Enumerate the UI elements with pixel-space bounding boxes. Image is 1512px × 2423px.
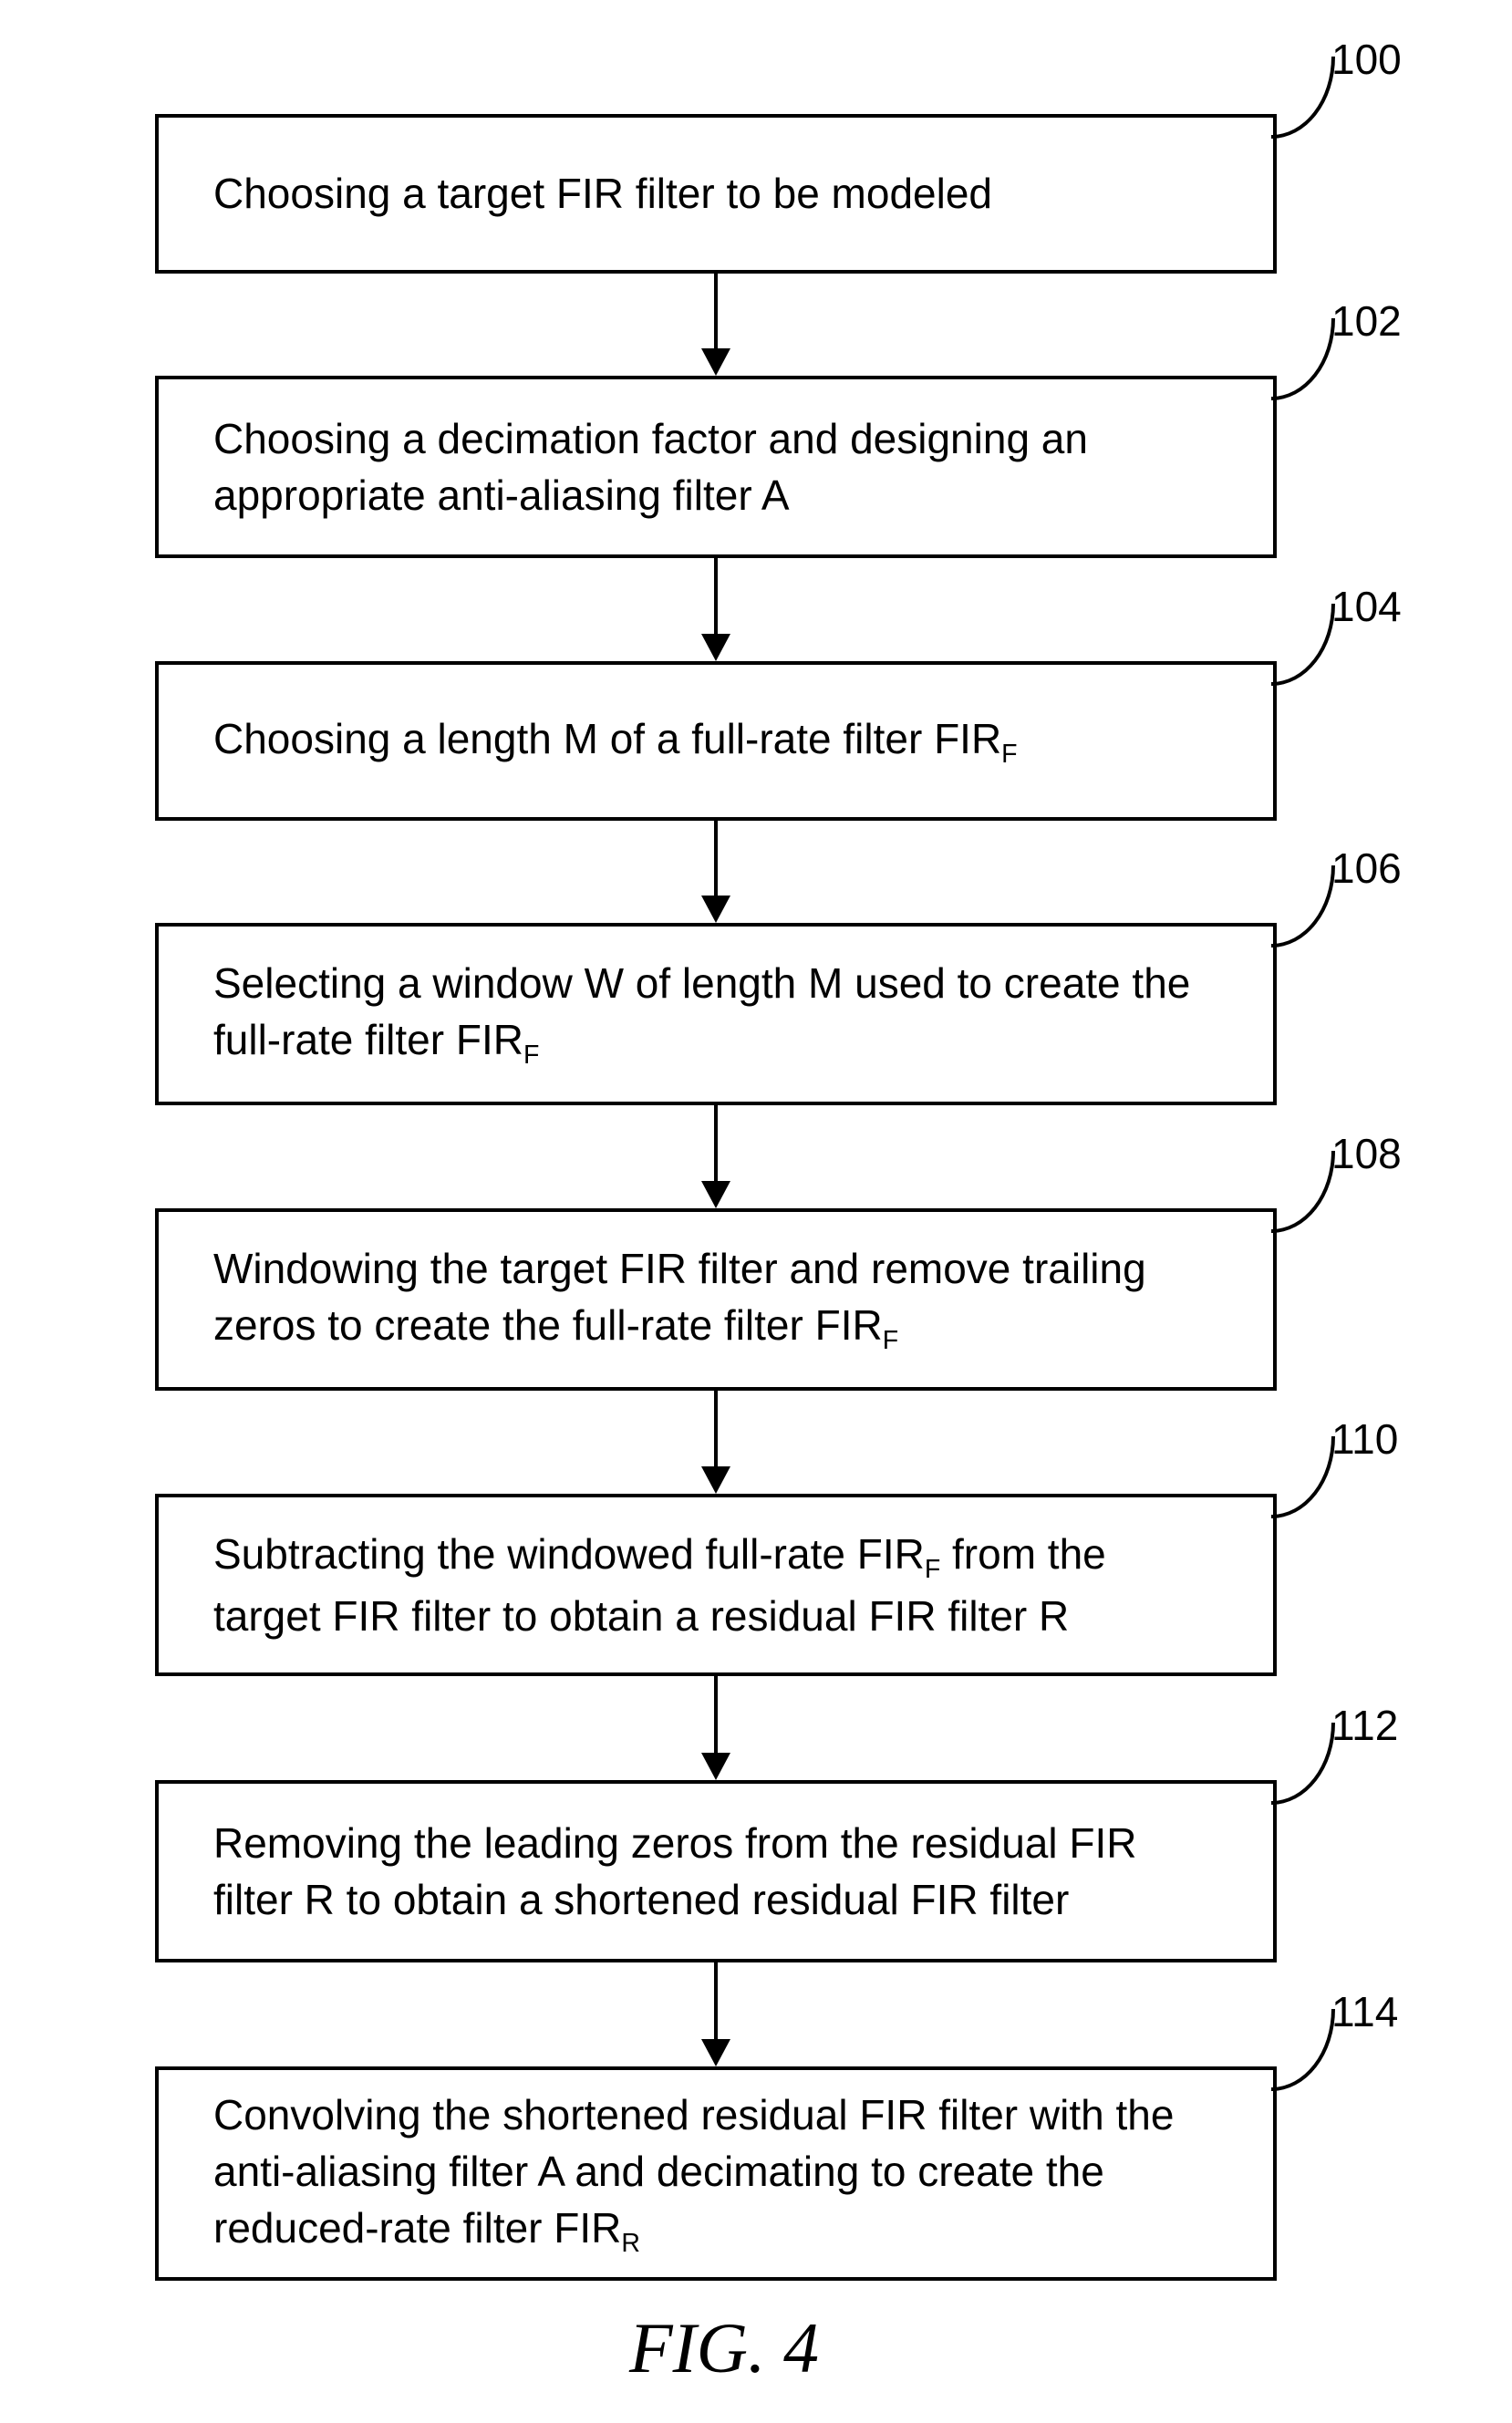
ref-arc-102 xyxy=(1271,318,1335,400)
flowchart-canvas: Choosing a target FIR filter to be model… xyxy=(0,0,1512,2423)
ref-label-102: 102 xyxy=(1331,296,1402,346)
step-text: Windowing the target FIR filter and remo… xyxy=(213,1240,1218,1359)
ref-label-106: 106 xyxy=(1331,844,1402,893)
ref-arc-110 xyxy=(1271,1436,1335,1518)
ref-label-100: 100 xyxy=(1331,35,1402,84)
flowchart-step-114: Convolving the shortened residual FIR fi… xyxy=(155,2066,1277,2281)
ref-arc-106 xyxy=(1271,865,1335,947)
ref-arc-104 xyxy=(1271,604,1335,686)
ref-arc-100 xyxy=(1271,57,1335,139)
step-text: Choosing a target FIR filter to be model… xyxy=(213,165,1218,222)
ref-arc-108 xyxy=(1271,1151,1335,1233)
arrow-head-icon xyxy=(701,1181,730,1208)
arrow-head-icon xyxy=(701,2039,730,2066)
ref-label-104: 104 xyxy=(1331,582,1402,631)
step-text: Subtracting the windowed full-rate FIRF … xyxy=(213,1526,1218,1644)
flowchart-step-108: Windowing the target FIR filter and remo… xyxy=(155,1208,1277,1391)
flowchart-step-112: Removing the leading zeros from the resi… xyxy=(155,1780,1277,1962)
step-text: Removing the leading zeros from the resi… xyxy=(213,1815,1218,1928)
ref-label-114: 114 xyxy=(1331,1987,1398,2036)
flowchart-step-106: Selecting a window W of length M used to… xyxy=(155,923,1277,1105)
ref-label-110: 110 xyxy=(1331,1414,1398,1464)
ref-arc-114 xyxy=(1271,2009,1335,2091)
step-text: Convolving the shortened residual FIR fi… xyxy=(213,2086,1218,2262)
flowchart-step-102: Choosing a decimation factor and designi… xyxy=(155,376,1277,558)
arrow-line xyxy=(714,1962,718,2041)
figure-caption: FIG. 4 xyxy=(629,2307,819,2389)
arrow-line xyxy=(714,821,718,897)
arrow-head-icon xyxy=(701,348,730,376)
flowchart-step-100: Choosing a target FIR filter to be model… xyxy=(155,114,1277,274)
step-text: Choosing a length M of a full-rate filte… xyxy=(213,710,1218,772)
arrow-head-icon xyxy=(701,1466,730,1494)
flowchart-step-104: Choosing a length M of a full-rate filte… xyxy=(155,661,1277,821)
arrow-line xyxy=(714,1676,718,1755)
arrow-line xyxy=(714,1105,718,1183)
ref-arc-112 xyxy=(1271,1723,1335,1805)
step-text: Selecting a window W of length M used to… xyxy=(213,955,1218,1073)
step-text: Choosing a decimation factor and designi… xyxy=(213,410,1218,523)
arrow-head-icon xyxy=(701,896,730,923)
ref-label-108: 108 xyxy=(1331,1129,1402,1178)
arrow-head-icon xyxy=(701,1753,730,1780)
ref-label-112: 112 xyxy=(1331,1701,1398,1750)
arrow-line xyxy=(714,558,718,636)
flowchart-step-110: Subtracting the windowed full-rate FIRF … xyxy=(155,1494,1277,1676)
arrow-line xyxy=(714,274,718,350)
arrow-head-icon xyxy=(701,634,730,661)
arrow-line xyxy=(714,1391,718,1468)
